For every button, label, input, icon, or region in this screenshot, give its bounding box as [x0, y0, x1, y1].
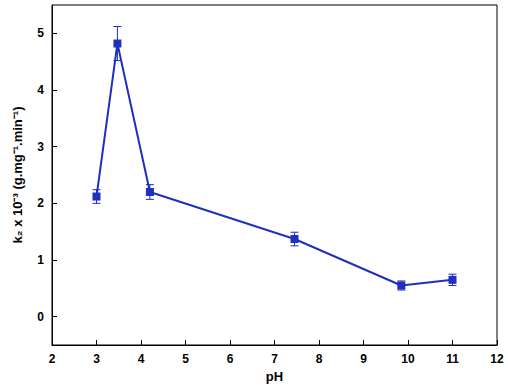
svg-text:7: 7 [271, 352, 278, 366]
svg-text:3: 3 [37, 140, 44, 154]
svg-text:3: 3 [93, 352, 100, 366]
svg-text:1: 1 [37, 253, 44, 267]
svg-text:5: 5 [37, 26, 44, 40]
svg-text:6: 6 [227, 352, 234, 366]
svg-text:4: 4 [37, 83, 44, 97]
svg-text:11: 11 [446, 352, 459, 366]
svg-text:8: 8 [316, 352, 323, 366]
svg-text:k₂ x 10⁻³ (g.mg⁻¹.min⁻¹): k₂ x 10⁻³ (g.mg⁻¹.min⁻¹) [10, 107, 25, 244]
svg-text:5: 5 [182, 352, 189, 366]
svg-text:2: 2 [49, 352, 56, 366]
svg-text:9: 9 [360, 352, 367, 366]
svg-text:2: 2 [37, 196, 44, 210]
svg-text:10: 10 [401, 352, 415, 366]
svg-text:4: 4 [138, 352, 145, 366]
svg-text:pH: pH [266, 369, 283, 384]
svg-text:0: 0 [37, 310, 44, 324]
svg-text:12: 12 [490, 352, 504, 366]
